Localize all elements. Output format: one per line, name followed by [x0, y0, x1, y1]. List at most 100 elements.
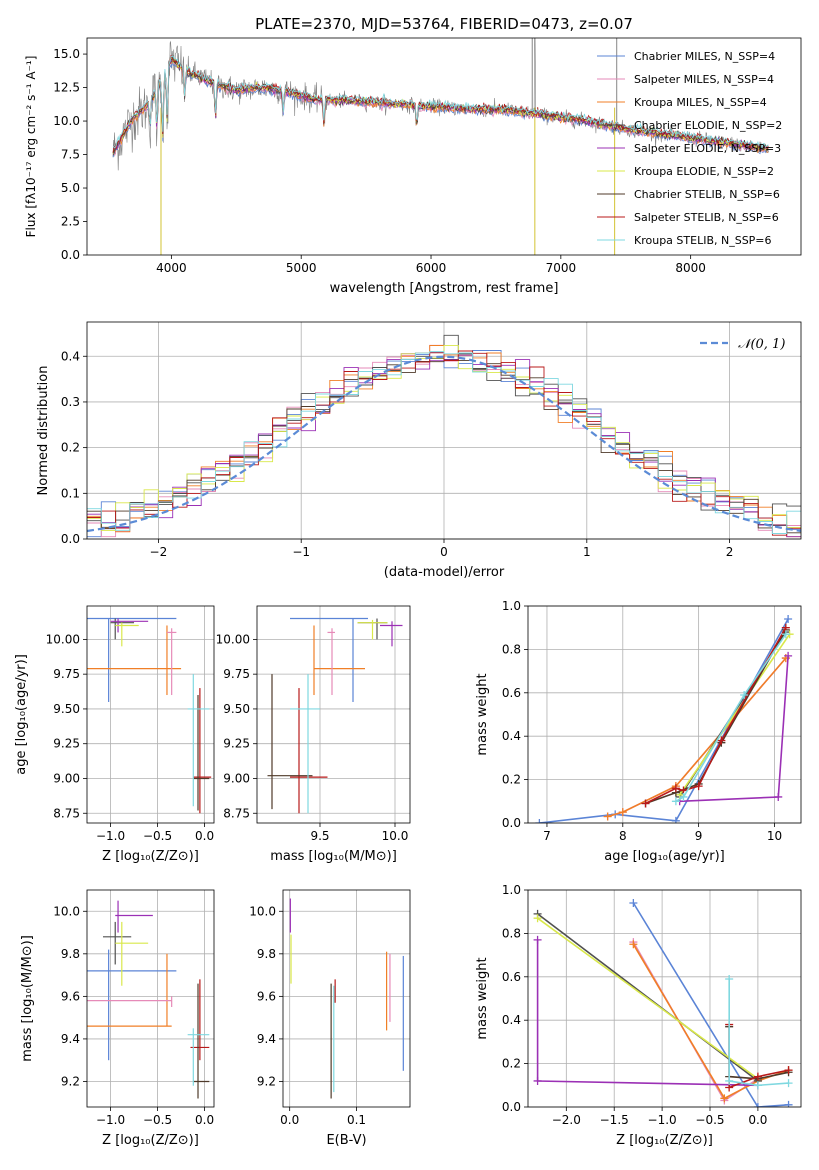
y-tick-label: 9.00: [223, 771, 250, 785]
y-axis-label: age [log₁₀(age/yr)]: [14, 654, 29, 775]
x-tick-label: 10.0: [382, 829, 409, 843]
weight-line: [645, 627, 787, 805]
plot-area-spectrum: [112, 38, 769, 255]
axes-spectrum: 4000 5000 6000 7000 8000 0.0 2.5 5.0 7.5 10.0 12.5…: [24, 37, 802, 296]
axes-frame-weight_vs_age: [527, 605, 802, 824]
weight-marker: [641, 799, 650, 808]
x-tick-label: 2: [726, 545, 734, 559]
y-tick-label: 0.8: [502, 642, 521, 656]
x-tick-label: −1.0: [648, 1113, 677, 1127]
axes-frame-mass_vs_z: [86, 889, 215, 1108]
y-axis-label: mass [log₁₀(M/M⊙)]: [20, 935, 35, 1062]
x-tick-label: 9.5: [310, 829, 329, 843]
weight-marker: [679, 792, 688, 801]
x-tick-label: 0: [440, 545, 448, 559]
x-tick-label: 0.0: [195, 1113, 214, 1127]
weight-line: [728, 979, 789, 1087]
weight-line: [537, 917, 759, 1080]
weight-marker: [533, 1076, 542, 1085]
axes-residuals: −2 −1 0 1 2 0.0 0.1 0.2 0.3 0.4 (data-model)/error…: [36, 321, 802, 580]
x-tick-label: 0.0: [280, 1113, 299, 1127]
y-tick-label: 0.6: [502, 686, 521, 700]
x-axis-label: mass [log₁₀(M/M⊙)]: [270, 849, 397, 864]
y-axis-label: mass weight: [475, 673, 490, 755]
weight-marker: [784, 1100, 793, 1107]
y-tick-label: 10.0: [249, 904, 276, 918]
weight-marker: [725, 974, 734, 983]
weight-marker: [725, 1076, 734, 1085]
y-tick-label: 7.5: [61, 148, 80, 162]
y-tick-label: 9.50: [223, 702, 250, 716]
y-tick-label: 9.2: [257, 1074, 276, 1088]
weight-marker: [753, 1072, 762, 1081]
legend-entry: Chabrier STELIB, N_SSP=6: [634, 188, 780, 201]
plot-area-residuals: [87, 334, 801, 538]
legend-entry: Chabrier ELODIE, N_SSP=2: [634, 119, 782, 132]
weight-marker: [671, 784, 680, 793]
legend-entry: Kroupa ELODIE, N_SSP=2: [634, 165, 774, 178]
y-tick-label: 0.2: [502, 1057, 521, 1071]
y-tick-label: 0.0: [61, 532, 80, 546]
y-tick-label: 9.50: [53, 702, 80, 716]
x-tick-label: −0.5: [143, 1113, 172, 1127]
y-tick-label: 5.0: [61, 181, 80, 195]
y-tick-label: 8.75: [223, 806, 250, 820]
weight-marker: [784, 1066, 793, 1075]
y-tick-label: 9.25: [53, 737, 80, 751]
histogram-step-line: [87, 350, 801, 536]
y-tick-label: 9.6: [61, 989, 80, 1003]
weight-line: [607, 657, 787, 818]
weight-marker: [740, 690, 749, 699]
y-tick-label: 0.3: [61, 395, 80, 409]
axes-age_vs_mass: 9.5 10.0 8.75 9.00 9.25 9.50 9.75 10.00 mass [lo…: [216, 605, 411, 864]
y-tick-label: 1.0: [502, 883, 521, 897]
axes-frame-spectrum: [86, 37, 802, 256]
axes-frame-weight_vs_z: [527, 889, 802, 1108]
legend-entry: Kroupa MILES, N_SSP=4: [634, 96, 767, 109]
normal-curve: [87, 355, 801, 533]
x-tick-label: 1: [583, 545, 591, 559]
y-axis-label: Flux [fλ10⁻¹⁷ erg cm⁻² s⁻¹ A⁻¹]: [24, 56, 38, 238]
weight-line: [632, 902, 789, 1107]
x-tick-label: −2: [150, 545, 168, 559]
spectrum-model-line: [112, 55, 769, 149]
y-tick-label: 0.2: [502, 773, 521, 787]
x-tick-label: 7000: [546, 261, 577, 275]
y-tick-label: 10.0: [53, 904, 80, 918]
weight-marker: [671, 797, 680, 806]
y-tick-label: 9.8: [257, 947, 276, 961]
axes-age_vs_z: −1.0 −0.5 0.0 8.75 9.00 9.25 9.50 9.75 10.00 Z [l…: [14, 605, 215, 864]
y-tick-label: 9.4: [257, 1032, 276, 1046]
plot-area-age_vs_z: [87, 617, 212, 814]
y-tick-label: 2.5: [61, 215, 80, 229]
x-axis-label: E(B-V): [326, 1133, 366, 1148]
plot-area-age_vs_mass: [267, 617, 403, 814]
axes-weight_vs_z: −2.0 −1.5 −1.0 −0.5 0.0 0.0 0.2 0.4 0.6 0.8 1.0 Z […: [475, 883, 802, 1148]
weight-line: [607, 657, 787, 818]
x-tick-label: 0.0: [748, 1113, 767, 1127]
plot-area-weight_vs_age: [535, 615, 794, 823]
weight-line: [679, 633, 791, 796]
x-axis-label: Z [log₁₀(Z/Z⊙)]: [102, 849, 199, 864]
x-tick-label: 10: [767, 829, 782, 843]
axes-frame-residuals: [86, 321, 802, 540]
legend-entry: Salpeter MILES, N_SSP=4: [634, 73, 774, 86]
plot-area-mass_vs_ebv: [289, 898, 404, 1099]
legend-entry: Salpeter STELIB, N_SSP=6: [634, 211, 779, 224]
y-tick-label: 9.4: [61, 1032, 80, 1046]
weight-marker: [535, 819, 544, 823]
x-axis-label: age [log₁₀(age/yr)]: [604, 849, 725, 864]
y-tick-label: 9.25: [223, 737, 250, 751]
spectrum-model-line: [112, 59, 769, 156]
x-tick-label: −1.0: [96, 829, 125, 843]
histogram-step-line: [87, 351, 801, 534]
y-tick-label: 0.0: [502, 816, 521, 830]
y-tick-label: 8.75: [53, 806, 80, 820]
weight-marker: [720, 1094, 729, 1103]
y-tick-label: 9.75: [53, 667, 80, 681]
weight-marker: [781, 630, 790, 639]
weight-marker: [753, 1081, 762, 1090]
weight-marker: [774, 792, 783, 801]
y-tick-label: 12.5: [53, 81, 80, 95]
